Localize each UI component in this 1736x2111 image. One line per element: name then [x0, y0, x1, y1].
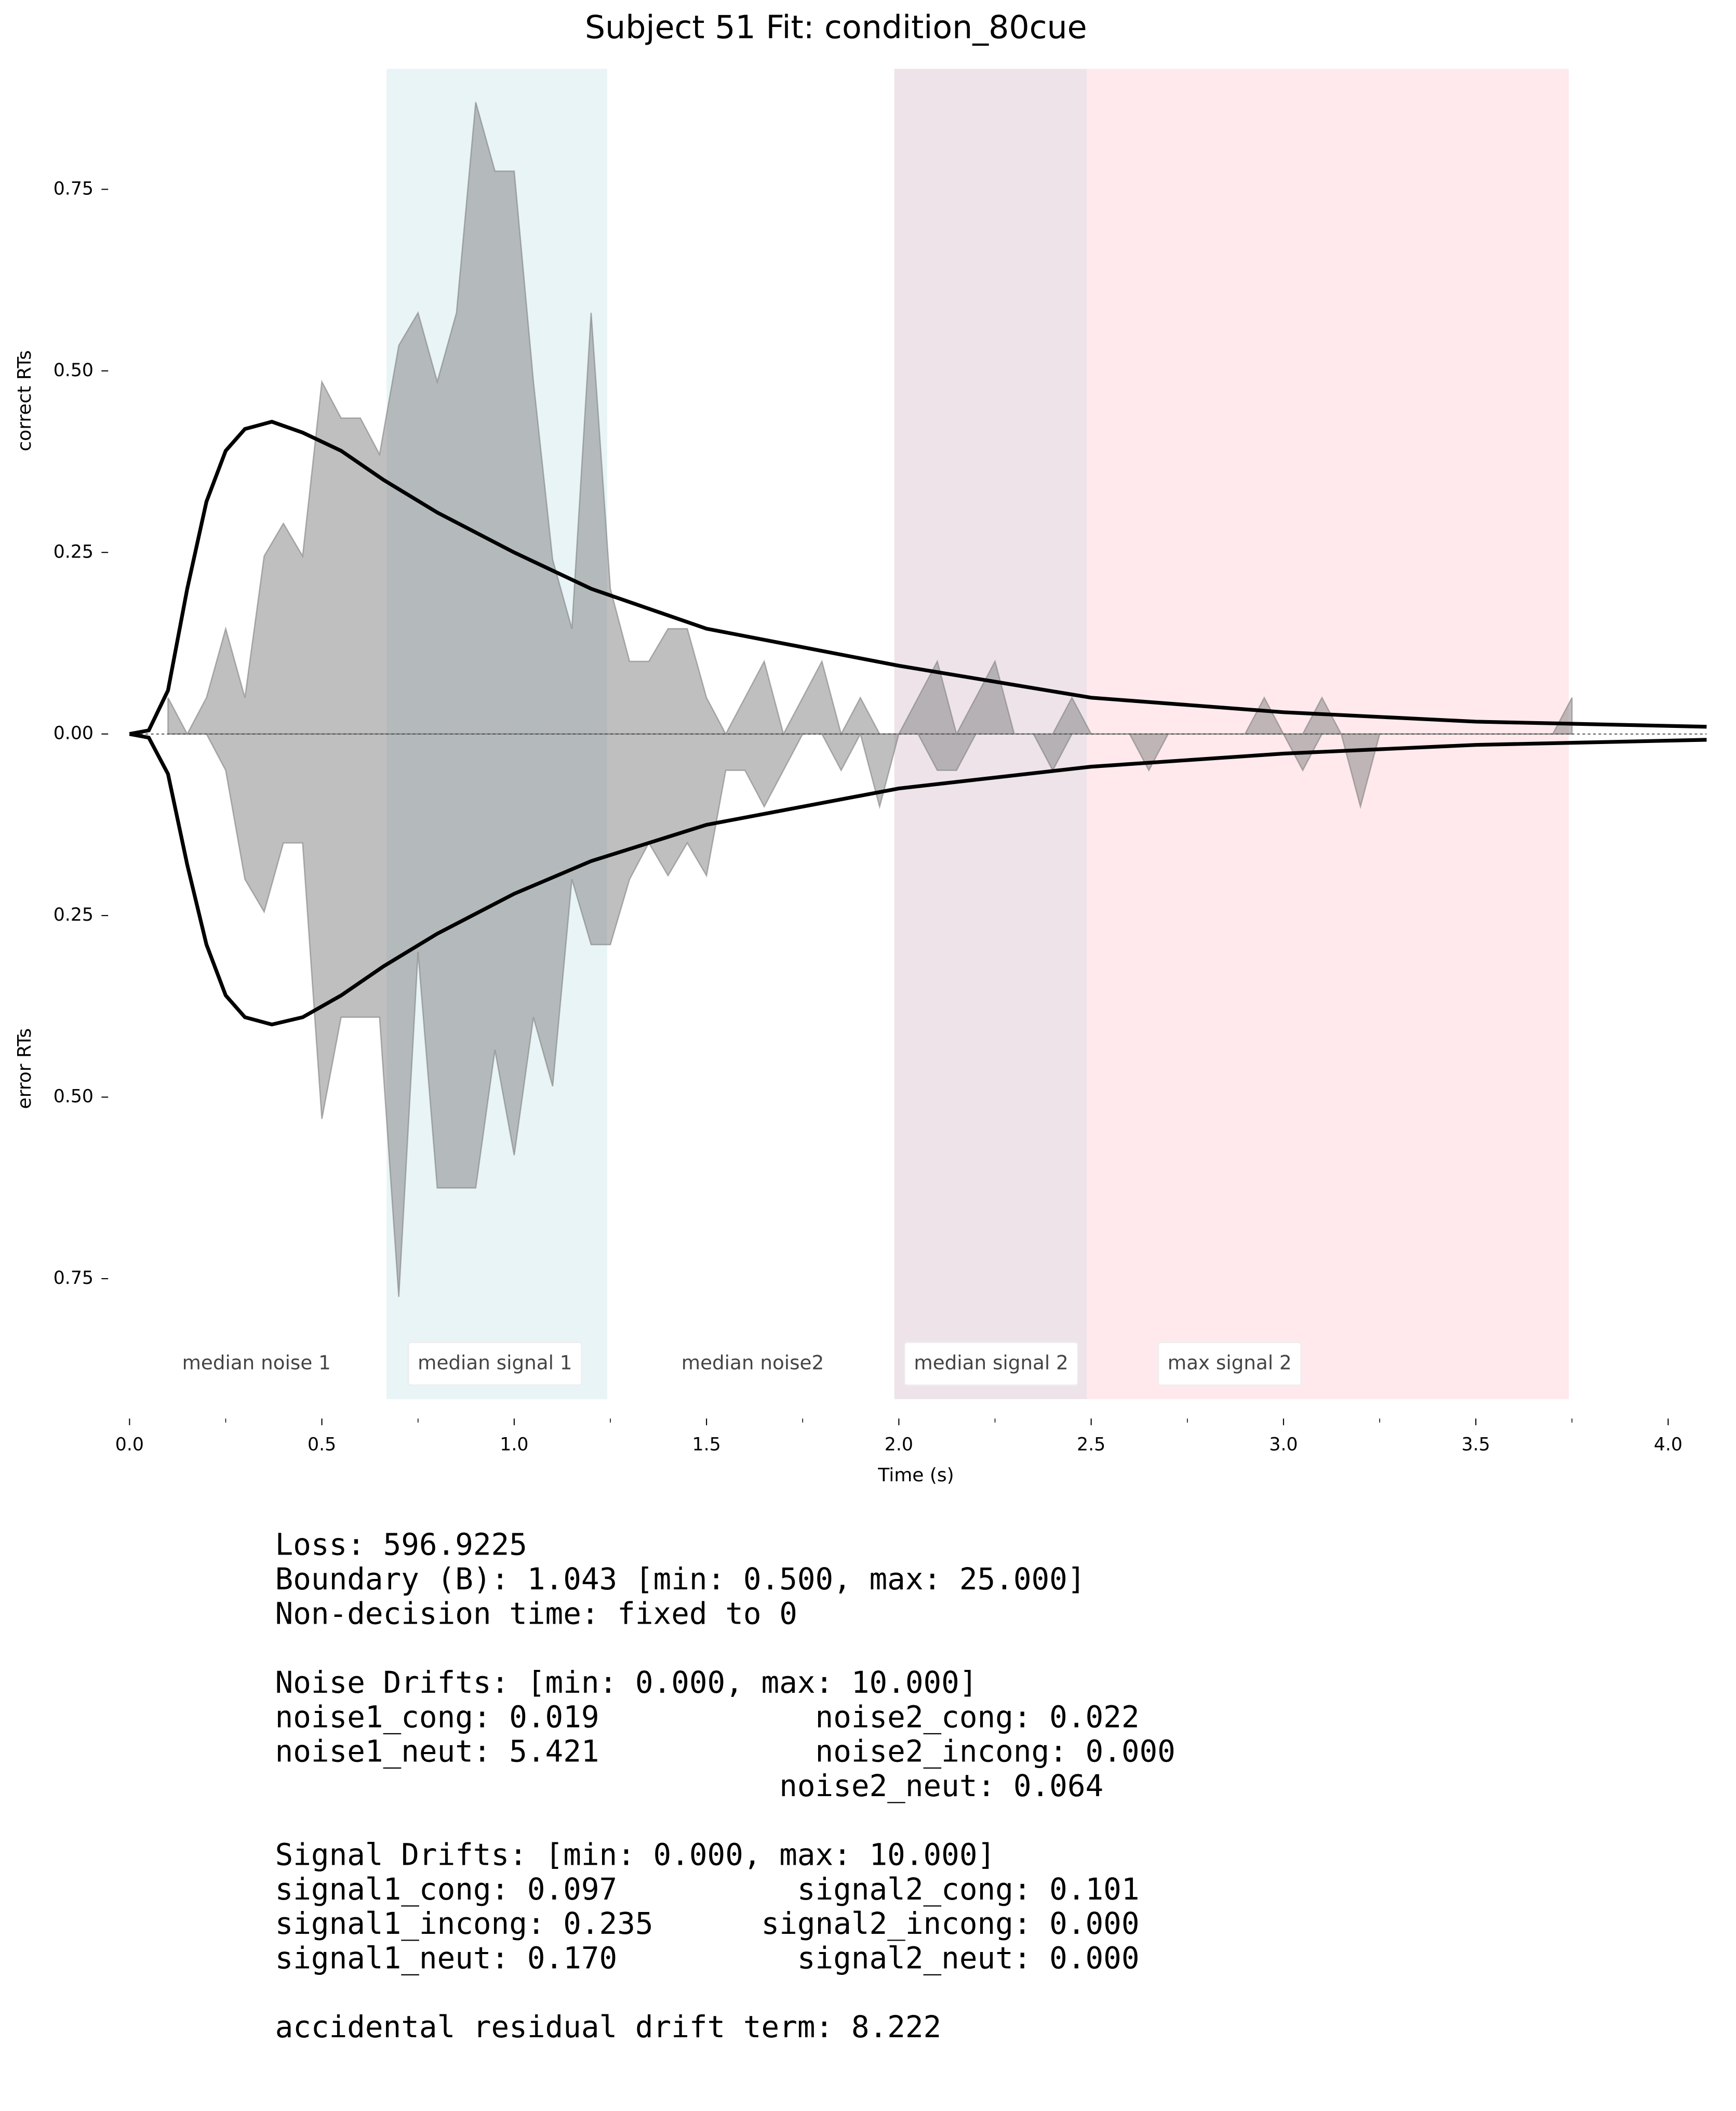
x-axis-label: Time (s): [877, 1465, 954, 1486]
summary-line: Loss: 596.9225: [275, 1528, 527, 1562]
annotation-box: [1157, 1342, 1302, 1386]
annotation: median signal 2: [904, 1342, 1079, 1386]
annotation-label: median noise 1: [182, 1351, 331, 1374]
summary-line: accidental residual drift term: 8.222: [275, 2010, 942, 2044]
model-curve: [129, 732, 1707, 1027]
y-tick-label: 0.00: [54, 723, 94, 744]
summary-line: Boundary (B): 1.043 [min: 0.500, max: 25…: [275, 1562, 1086, 1597]
y-tick-label: 0.50: [54, 360, 94, 381]
summary-line: noise1_neut: 5.421 noise2_incong: 0.000: [275, 1734, 1176, 1769]
summary-line: Non-decision time: fixed to 0: [275, 1596, 797, 1631]
y-tick-label: 0.75: [54, 1268, 94, 1289]
annotation-box: [904, 1342, 1079, 1386]
annotation-label: median signal 1: [418, 1351, 572, 1374]
summary-line: signal1_neut: 0.170 signal2_neut: 0.000: [275, 1941, 1140, 1976]
x-tick-label: 2.0: [885, 1435, 913, 1455]
y-axis-label: error RTs: [14, 1028, 35, 1109]
chart-title: Subject 51 Fit: condition_80cue: [585, 9, 1087, 46]
summary-line: Signal Drifts: [min: 0.000, max: 10.000]: [275, 1838, 996, 1873]
x-tick-label: 4.0: [1654, 1435, 1682, 1455]
annotation-label: median noise2: [682, 1351, 824, 1374]
summary-line: signal1_incong: 0.235 signal2_incong: 0.…: [275, 1906, 1140, 1941]
x-tick-label: 1.0: [500, 1435, 528, 1455]
summary-line: signal1_cong: 0.097 signal2_cong: 0.101: [275, 1872, 1140, 1907]
summary-line: Noise Drifts: [min: 0.000, max: 10.000]: [275, 1665, 978, 1700]
y-tick-label: 0.75: [54, 178, 94, 199]
annotation: max signal 2: [1157, 1342, 1302, 1386]
model-curve: [129, 419, 1707, 736]
annotation-label: max signal 2: [1168, 1351, 1292, 1374]
x-tick-label: 3.0: [1269, 1435, 1298, 1455]
y-tick-label: 0.50: [54, 1086, 94, 1107]
annotation-box: [407, 1342, 582, 1386]
summary-line: noise1_cong: 0.019 noise2_cong: 0.022: [275, 1700, 1140, 1734]
annotation: median noise2: [682, 1351, 824, 1374]
x-tick-label: 0.5: [308, 1435, 336, 1455]
x-tick-label: 3.5: [1462, 1435, 1490, 1455]
annotation: median noise 1: [182, 1351, 331, 1374]
summary-line: noise2_neut: 0.064: [275, 1769, 1104, 1803]
annotation: median signal 1: [407, 1342, 582, 1386]
histogram-area: [168, 732, 1572, 1297]
x-tick-label: 2.5: [1077, 1435, 1105, 1455]
x-tick-label: 1.5: [692, 1435, 721, 1455]
y-axis-label: correct RTs: [14, 350, 35, 452]
x-tick-label: 0.0: [115, 1435, 144, 1455]
y-tick-label: 0.25: [54, 541, 94, 562]
y-tick-label: 0.25: [54, 905, 94, 925]
annotation-label: median signal 2: [914, 1351, 1068, 1374]
